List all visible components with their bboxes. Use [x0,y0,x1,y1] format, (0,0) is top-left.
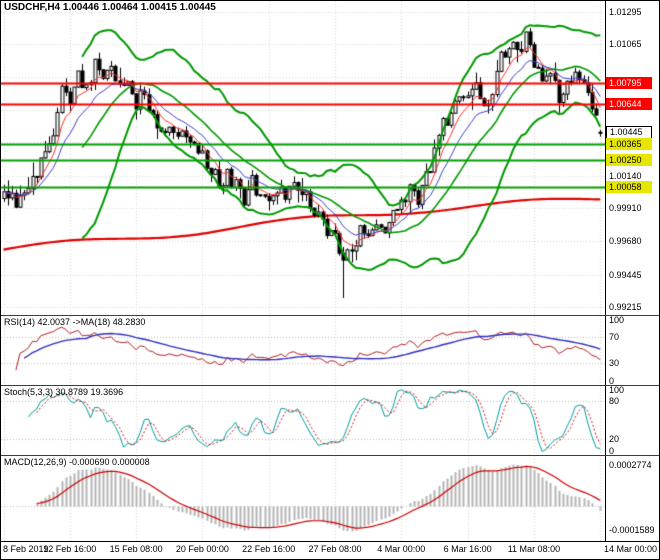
macd-plot-area[interactable]: MACD(12,26,9) -0.000690 0.000008 [1,456,606,541]
price-tick-label: 1.01065 [609,39,642,50]
rsi-axis: 100 70 30 0 [606,316,659,385]
stochastic-tick-label: 20 [609,434,620,445]
rsi-tick-label: 100 [609,316,625,325]
price-level-label-yellow: 1.00058 [606,181,652,194]
time-tick-label: 15 Feb 08:00 [109,544,163,554]
price-tick-label: 1.01295 [609,6,642,17]
price-tick-label: 0.99680 [609,236,642,247]
time-tick-label: 11 Mar 08:00 [507,544,561,554]
stochastic-tick-label: 100 [609,386,625,395]
price-chart-canvas[interactable] [1,1,605,315]
price-panel: USDCHF,H4 1.00446 1.00464 1.00415 1.0044… [1,1,659,315]
price-level-label-current: 1.00445 [606,126,652,140]
macd-axis: 0.0002774 -0.0001589 [606,456,659,541]
stochastic-canvas[interactable] [1,386,605,455]
stochastic-tick-label: 0 [609,446,615,455]
macd-canvas[interactable] [1,456,605,541]
rsi-plot-area[interactable]: RSI(14) 42.0037 ->MA(18) 48.2830 [1,316,606,385]
rsi-canvas[interactable] [1,316,605,385]
time-tick-label: 8 Feb 2019 [3,544,49,554]
rsi-tick-label: 0 [609,376,615,385]
rsi-panel: RSI(14) 42.0037 ->MA(18) 48.2830 100 70 30… [1,315,659,385]
time-tick-label: 14 Mar 00:00 [603,544,657,554]
stochastic-plot-area[interactable]: Stoch(5,3,3) 30.8789 19.3696 [1,386,606,455]
stochastic-axis: 100 80 20 0 [606,386,659,455]
rsi-tick-label: 30 [609,357,620,368]
price-tick-label: 0.99445 [609,269,642,280]
price-tick-label: 1.00140 [609,170,642,181]
price-level-label-red: 1.00644 [606,98,652,111]
price-tick-label: 0.99910 [609,203,642,214]
time-tick-label: 4 Mar 00:00 [377,544,426,554]
price-level-label-yellow: 1.00365 [606,137,652,150]
macd-panel: MACD(12,26,9) -0.000690 0.000008 0.00027… [1,455,659,541]
macd-tick-label: 0.0002774 [609,460,652,470]
time-tick-label: 6 Mar 16:00 [443,544,492,554]
macd-tick-label: -0.0001589 [609,525,655,535]
stochastic-tick-label: 80 [609,395,620,406]
stochastic-panel: Stoch(5,3,3) 30.8789 19.3696 100 80 20 0 [1,385,659,455]
time-axis[interactable]: 8 Feb 2019 12 Feb 16:00 15 Feb 08:00 20 Feb… [1,541,659,559]
price-level-label-yellow: 1.00250 [606,154,652,167]
time-tick-label: 20 Feb 00:00 [175,544,229,554]
time-tick-label: 12 Feb 16:00 [43,544,97,554]
price-plot-area[interactable]: USDCHF,H4 1.00446 1.00464 1.00415 1.0044… [1,1,606,315]
price-axis[interactable]: 1.01295 1.01065 1.00140 0.99910 0.99680 0.994… [606,1,659,315]
time-tick-label: 27 Feb 08:00 [308,544,362,554]
rsi-tick-label: 70 [609,332,620,343]
price-tick-label: 0.99215 [609,302,642,313]
time-tick-label: 22 Feb 16:00 [242,544,296,554]
price-level-label-red: 1.00795 [606,76,652,89]
